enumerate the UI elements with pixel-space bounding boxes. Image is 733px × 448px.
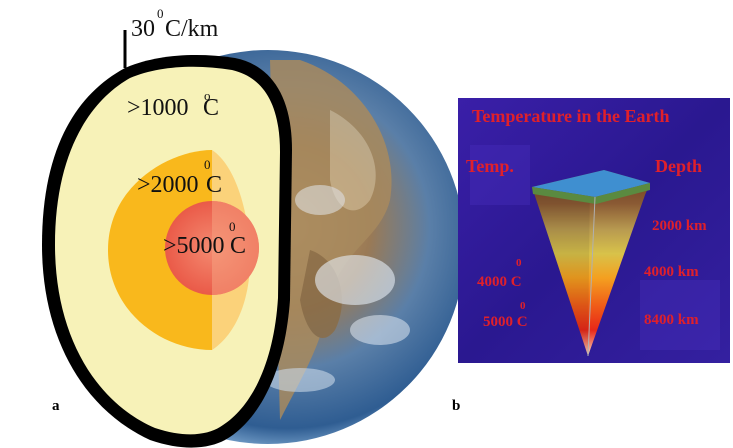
inner-core-temp-label: >5000	[163, 233, 225, 259]
gradient-unit: C/km	[165, 16, 219, 42]
temp-5000-sup: 0	[520, 300, 526, 312]
depth-8400: 8400 km	[644, 312, 699, 328]
temp-5000: 5000 C	[483, 314, 528, 330]
mantle-temp-unit: C	[203, 95, 220, 121]
panel-a-letter: a	[52, 398, 60, 414]
panel-b-title: Temperature in the Earth	[472, 106, 670, 126]
gradient-label: 30	[131, 16, 155, 42]
panel-b-letter: b	[452, 398, 461, 414]
mantle-temp-sup: o	[204, 88, 211, 103]
mantle-temp-label: >1000	[127, 95, 189, 121]
depth-4000: 4000 km	[644, 264, 699, 280]
temp-header: Temp.	[466, 156, 514, 176]
outer-core-temp-sup: 0	[204, 157, 211, 172]
earth-wedge	[532, 170, 650, 357]
temp-4000-sup: 0	[516, 257, 522, 269]
inner-core-temp-sup: 0	[229, 219, 236, 234]
temp-4000: 4000 C	[477, 274, 522, 290]
outer-core-temp-unit: C	[206, 172, 223, 198]
depth-2000: 2000 km	[652, 218, 707, 234]
outer-core-temp-label: >2000	[137, 172, 199, 198]
gradient-sup: 0	[157, 6, 164, 21]
cutaway-layers	[42, 30, 292, 448]
outer-core-region	[108, 150, 212, 350]
inner-core-temp-unit: C	[230, 233, 247, 259]
inner-core-shadow	[212, 201, 259, 295]
depth-header: Depth	[655, 156, 703, 176]
